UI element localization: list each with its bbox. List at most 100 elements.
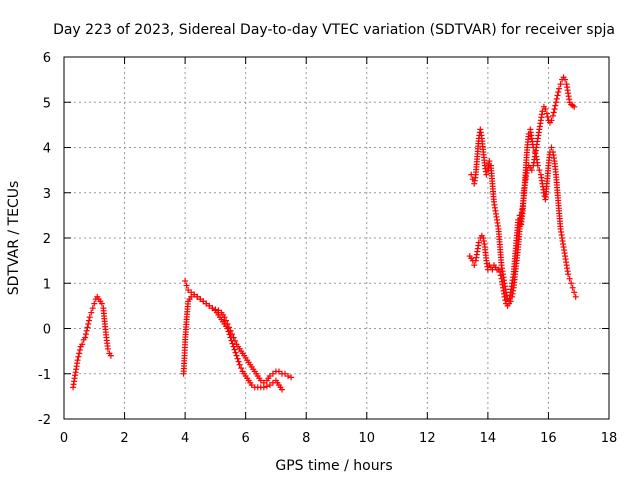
y-tick-label: 0	[43, 323, 51, 338]
data-point	[228, 337, 235, 344]
x-tick-label: 8	[302, 431, 310, 446]
data-point	[233, 352, 240, 359]
data-point	[275, 368, 282, 375]
data-point	[282, 370, 289, 377]
data-point	[544, 113, 551, 120]
data-point	[76, 346, 83, 353]
data-point	[183, 282, 190, 289]
data-point	[539, 108, 546, 115]
data-point	[503, 292, 510, 299]
data-point	[507, 298, 514, 305]
data-point	[553, 95, 560, 102]
data-point	[285, 373, 292, 380]
data-point	[263, 383, 270, 390]
data-point	[197, 296, 204, 303]
data-point	[225, 328, 232, 335]
data-point	[260, 384, 267, 391]
y-tick-label: 5	[43, 96, 51, 111]
data-point	[248, 382, 255, 389]
x-tick-label: 0	[60, 431, 68, 446]
data-point	[572, 293, 579, 300]
data-point	[543, 110, 550, 117]
x-tick-label: 18	[601, 431, 618, 446]
data-point	[542, 106, 549, 113]
x-tick-label: 2	[120, 431, 128, 446]
data-point	[557, 81, 564, 88]
data-point	[82, 331, 89, 338]
data-point	[82, 334, 89, 341]
data-point	[238, 365, 245, 372]
data-point	[503, 289, 510, 296]
data-point	[486, 158, 493, 165]
data-point	[549, 112, 556, 119]
data-point	[475, 239, 482, 246]
data-point	[194, 293, 201, 300]
data-point	[232, 349, 239, 356]
data-point	[266, 373, 273, 380]
y-tick-label: -2	[38, 413, 51, 428]
data-point	[568, 280, 575, 287]
data-point	[566, 275, 573, 282]
y-tick-label: 4	[43, 142, 51, 157]
data-point	[89, 305, 96, 312]
y-tick-label: 1	[43, 277, 51, 292]
data-point	[209, 305, 216, 312]
data-point	[269, 370, 276, 377]
data-point	[553, 99, 560, 106]
data-point	[226, 331, 233, 338]
data-point	[531, 149, 538, 156]
data-point	[257, 377, 264, 384]
data-point	[84, 324, 91, 331]
data-point	[83, 327, 90, 334]
data-point	[222, 317, 229, 324]
x-tick-label: 4	[181, 431, 189, 446]
data-point	[182, 277, 189, 284]
data-point	[107, 352, 114, 359]
x-tick-label: 12	[419, 431, 436, 446]
y-axis-label: SDTVAR / TECUs	[6, 181, 22, 296]
data-point	[551, 106, 558, 113]
data-point	[569, 284, 576, 291]
data-point	[85, 320, 92, 327]
x-tick-label: 10	[359, 431, 376, 446]
data-point	[266, 382, 273, 389]
data-point	[550, 109, 557, 116]
data-point	[279, 386, 285, 393]
data-point	[88, 309, 95, 316]
data-point	[104, 345, 111, 352]
data-point	[235, 358, 242, 365]
plot-frame	[63, 56, 610, 420]
data-point	[548, 117, 555, 124]
chart-title: Day 223 of 2023, Sidereal Day-to-day VTE…	[53, 22, 615, 38]
data-point	[76, 350, 83, 357]
data-point	[229, 340, 236, 347]
data-point	[188, 289, 195, 296]
data-point	[91, 300, 98, 307]
y-tick-label: 2	[43, 232, 51, 247]
data-point	[74, 357, 81, 364]
data-points	[70, 74, 579, 393]
data-point	[534, 162, 541, 169]
data-point	[555, 89, 562, 96]
data-point	[471, 262, 478, 269]
data-point	[234, 355, 241, 362]
data-point	[530, 144, 537, 151]
data-point	[536, 167, 543, 174]
data-point	[200, 298, 207, 305]
data-point	[86, 314, 93, 321]
data-point	[504, 296, 511, 303]
data-point	[483, 171, 490, 178]
data-point	[98, 300, 105, 307]
data-point	[571, 103, 578, 110]
data-point	[191, 291, 198, 298]
data-point	[556, 85, 563, 92]
data-point	[230, 343, 237, 350]
data-point	[554, 92, 561, 99]
grid	[64, 57, 609, 419]
data-point	[528, 167, 535, 174]
x-axis-label: GPS time / hours	[275, 458, 392, 474]
